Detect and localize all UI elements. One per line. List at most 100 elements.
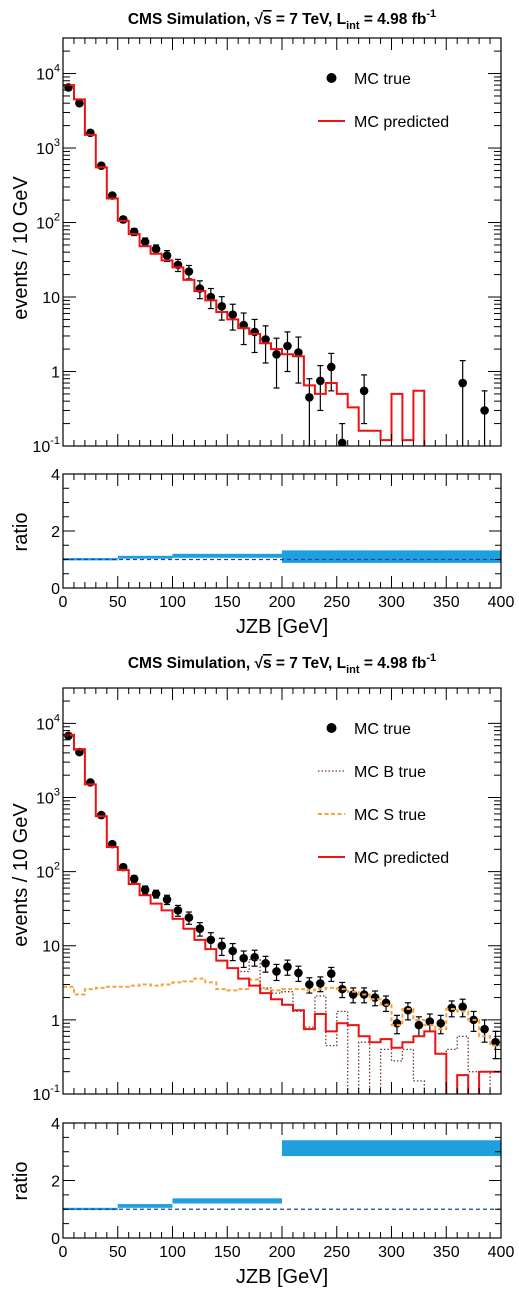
data-point	[228, 946, 238, 956]
x-axis-label: JZB [GeV]	[236, 1266, 328, 1288]
data-point	[436, 1018, 446, 1028]
plot-frame	[62, 1122, 502, 1239]
data-point	[337, 438, 347, 446]
legend: MC true MC B true MC S true MC predicted	[318, 721, 449, 867]
y-tick-label: 104	[36, 712, 60, 733]
y-tick-label: 103	[36, 137, 60, 158]
plot-area	[63, 731, 501, 1094]
data-point	[414, 1020, 424, 1030]
data-point	[458, 378, 467, 388]
legend-label: MC predicted	[354, 850, 449, 867]
data-point	[480, 406, 489, 415]
data-point	[239, 320, 248, 330]
data-point	[403, 1005, 413, 1015]
data-point	[173, 906, 183, 915]
axis-ticks	[62, 1122, 502, 1239]
y-tick-label: 10-1	[32, 435, 60, 456]
series-mc-predicted-step	[63, 84, 426, 446]
chart-panel-3: CMS Simulation, √s = 7 TeV, Lint = 4.98 …	[10, 652, 502, 1104]
data-point	[294, 968, 303, 978]
y-tick-label: 102	[36, 212, 60, 233]
x-tick-label: 100	[159, 594, 186, 611]
x-tick-label: 250	[323, 594, 350, 611]
y-tick-label: 10	[42, 290, 60, 307]
data-point	[392, 1018, 402, 1028]
x-tick-label: 300	[378, 594, 405, 611]
data-point	[97, 161, 106, 170]
chart-panel-4: ratio 0 2 4 0 50 100 150 200 250 300 350 400 JZB [GeV…	[10, 1116, 514, 1288]
x-tick-label: 0	[59, 594, 68, 611]
chart-panel-1: CMS Simulation, √s = 7 TeV, Lint = 4.98 …	[10, 8, 502, 456]
y-tick-label: 102	[36, 861, 60, 882]
data-point	[447, 1003, 457, 1013]
y-tick-label: 10	[42, 939, 60, 956]
data-point	[162, 251, 172, 260]
y-tick-label: 104	[36, 63, 60, 84]
x-tick-label: 0	[59, 1244, 68, 1261]
data-point	[359, 386, 369, 396]
plot-area	[63, 1140, 501, 1211]
legend-label: MC B true	[354, 764, 426, 781]
y-tick-label: 10-1	[32, 1083, 60, 1104]
y-tick-label: 1	[51, 365, 60, 382]
data-point	[458, 1002, 467, 1012]
data-point	[140, 237, 150, 247]
ratio-band	[63, 558, 118, 561]
x-axis-label: JZB [GeV]	[236, 616, 328, 638]
axis-ticks	[62, 37, 502, 447]
data-point	[326, 969, 336, 978]
legend-label: MC predicted	[354, 114, 449, 131]
data-point	[294, 348, 303, 357]
x-tick-label: 300	[378, 1244, 405, 1261]
y-tick-label: 103	[36, 786, 60, 807]
y-axis-label: ratio	[10, 513, 32, 552]
legend-marker	[326, 73, 337, 83]
x-tick-label: 250	[323, 1244, 350, 1261]
plot-frame	[62, 37, 502, 447]
data-point	[162, 895, 172, 904]
legend-label: MC true	[354, 721, 411, 738]
data-point	[316, 376, 325, 386]
data-point	[326, 362, 336, 372]
y-tick-label: 4	[51, 1116, 60, 1133]
data-point	[425, 1017, 435, 1026]
data-point	[381, 998, 391, 1008]
y-tick-label: 4	[51, 467, 60, 484]
plot-frame	[62, 473, 502, 589]
data-point	[151, 244, 161, 254]
y-tick-label: 1	[51, 1013, 60, 1030]
x-tick-label: 200	[269, 594, 296, 611]
legend-label: MC true	[354, 71, 411, 88]
data-point	[75, 98, 84, 108]
data-point	[184, 267, 194, 276]
data-point	[206, 935, 216, 945]
ratio-band	[63, 1207, 118, 1211]
chart-title: CMS Simulation, √s = 7 TeV, Lint = 4.98 …	[128, 652, 436, 676]
ratio-band	[117, 1204, 173, 1208]
x-tick-label: 350	[433, 594, 460, 611]
data-point	[370, 993, 380, 1002]
plot-frame	[62, 687, 502, 1095]
data-point	[129, 874, 139, 884]
ratio-band	[282, 550, 501, 563]
plot-area	[63, 83, 489, 446]
x-tick-label: 400	[488, 594, 515, 611]
legend-label: MC S true	[354, 807, 426, 824]
data-point	[261, 958, 270, 968]
data-point	[283, 341, 292, 351]
data-point	[140, 885, 150, 895]
data-point	[305, 980, 314, 989]
y-axis-label: ratio	[10, 1162, 32, 1201]
data-point	[480, 1024, 489, 1034]
chart-title: CMS Simulation, √s = 7 TeV, Lint = 4.98 …	[128, 8, 436, 32]
data-point	[217, 941, 227, 951]
x-tick-label: 400	[488, 1244, 515, 1261]
ratio-band	[172, 553, 282, 558]
data-point	[250, 327, 259, 337]
axis-ticks	[62, 473, 502, 589]
x-tick-label: 200	[269, 1244, 296, 1261]
data-point	[272, 967, 281, 976]
chart-panel-2: ratio 0 2 4 0 50 100 150 200 250 300 350 400 JZB [GeV…	[10, 467, 514, 638]
y-axis-label: events / 10 GeV	[10, 176, 32, 320]
